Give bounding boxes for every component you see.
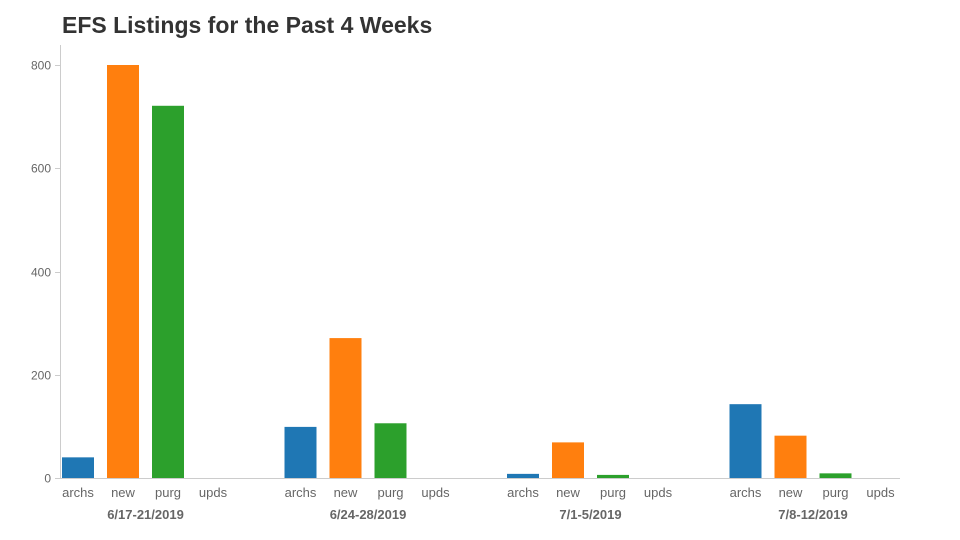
y-tick-label: 600 (31, 162, 51, 176)
bar-purg (597, 474, 629, 478)
y-tick-label: 400 (31, 266, 51, 280)
category-label: new (111, 485, 135, 500)
bar-archs (729, 404, 762, 478)
category-label: new (556, 485, 580, 500)
bar-purg (374, 423, 407, 478)
bar-new (552, 442, 584, 478)
chart-title: EFS Listings for the Past 4 Weeks (62, 12, 433, 38)
category-label: new (779, 485, 803, 500)
bar-purg (152, 105, 184, 478)
category-label: purg (600, 485, 626, 500)
bar-new (107, 65, 139, 478)
bar-archs (284, 426, 317, 478)
category-label: purg (822, 485, 848, 500)
group-label: 6/24-28/2019 (330, 507, 407, 522)
y-tick-label: 800 (31, 59, 51, 73)
category-label: archs (285, 485, 317, 500)
category-label: upds (199, 485, 228, 500)
group-label: 7/1-5/2019 (559, 507, 621, 522)
group-label: 7/8-12/2019 (778, 507, 847, 522)
category-label: upds (421, 485, 450, 500)
bar-archs (62, 457, 94, 478)
bar-purg (819, 473, 852, 478)
bar-archs (507, 473, 539, 478)
category-label: upds (866, 485, 895, 500)
category-label: purg (155, 485, 181, 500)
y-tick-label: 0 (44, 472, 51, 486)
group-label: 6/17-21/2019 (107, 507, 184, 522)
category-label: archs (730, 485, 762, 500)
y-tick-label: 200 (31, 369, 51, 383)
category-label: archs (507, 485, 539, 500)
category-label: upds (644, 485, 673, 500)
category-label: new (334, 485, 358, 500)
bar-new (774, 435, 807, 478)
category-label: archs (62, 485, 94, 500)
category-label: purg (377, 485, 403, 500)
bar-new (329, 338, 362, 478)
